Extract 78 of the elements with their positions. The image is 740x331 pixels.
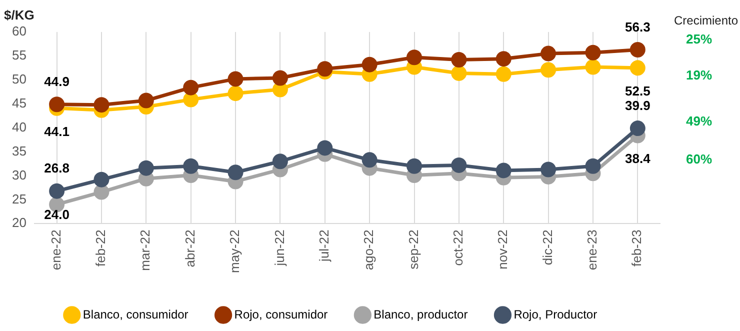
- legend-label: Blanco, productor: [374, 307, 468, 322]
- point: [94, 97, 110, 113]
- point: [228, 71, 244, 87]
- x-tick-label: dic-22: [540, 230, 555, 266]
- text: 60%: [686, 152, 712, 167]
- data-label: 52.5: [625, 84, 650, 99]
- point: [630, 60, 646, 76]
- y-tick-label: 60: [12, 24, 26, 39]
- point: [585, 59, 601, 75]
- y-tick-label: 50: [12, 71, 26, 86]
- point: [49, 183, 65, 199]
- point: [406, 158, 422, 174]
- text: 25%: [686, 32, 712, 47]
- point: [496, 162, 512, 178]
- data-label: 39.9: [625, 98, 650, 113]
- point: [362, 152, 378, 168]
- point: [585, 158, 601, 174]
- x-tick-label: jul-22: [316, 230, 332, 262]
- data-label: 38.4: [625, 151, 652, 166]
- point: [451, 157, 467, 173]
- point: [317, 140, 333, 156]
- point: [406, 50, 422, 66]
- text: 49%: [686, 114, 712, 129]
- y-tick-label: 30: [12, 167, 26, 182]
- y-tick-label: 45: [12, 95, 26, 110]
- point: [362, 56, 378, 72]
- point: [540, 162, 556, 178]
- point: [228, 164, 244, 180]
- point: [451, 65, 467, 81]
- point: [272, 70, 288, 86]
- point: [630, 42, 646, 58]
- y-tick-label: 40: [12, 119, 26, 134]
- x-tick-label: feb-23: [629, 230, 644, 267]
- x-tick-label: abr-22: [182, 230, 198, 268]
- point: [228, 86, 244, 102]
- x-tick-label: jun-22: [272, 230, 287, 267]
- point: [451, 52, 467, 68]
- point: [585, 44, 601, 60]
- x-tick-label: nov-22: [495, 230, 510, 270]
- legend-label: Rojo, consumidor: [234, 307, 328, 322]
- y-tick-label: 20: [12, 215, 26, 230]
- legend-label: Rojo, Productor: [514, 307, 598, 322]
- point: [317, 61, 333, 77]
- data-label: 44.1: [44, 124, 70, 139]
- point: [540, 46, 556, 62]
- text: Crecimiento: [674, 13, 738, 28]
- data-label: 24.0: [44, 207, 70, 222]
- point: [272, 154, 288, 170]
- point: [496, 51, 512, 67]
- point: [49, 96, 65, 112]
- x-tick-label: oct-22: [450, 230, 466, 266]
- x-tick-label: may-22: [227, 230, 242, 274]
- point: [496, 66, 512, 82]
- point: [94, 184, 110, 200]
- x-tick-label: sep-22: [406, 230, 421, 270]
- x-tick-label: ene-23: [584, 230, 600, 270]
- data-label: 56.3: [625, 19, 650, 34]
- y-tick-label: 35: [12, 143, 26, 158]
- point: [94, 172, 110, 188]
- legend-label: Blanco, consumidor: [82, 307, 188, 322]
- text: 19%: [686, 68, 712, 83]
- point: [138, 92, 154, 108]
- point: [183, 92, 199, 108]
- y-tick-label: 55: [12, 48, 26, 63]
- y-axis-title: $/KG: [4, 8, 34, 23]
- point: [630, 120, 646, 136]
- point: [183, 158, 199, 174]
- point: [183, 80, 199, 96]
- y-tick-label: 25: [12, 191, 26, 206]
- point: [272, 82, 288, 98]
- point: [540, 62, 556, 78]
- data-label: 44.9: [44, 74, 70, 89]
- x-tick-label: ago-22: [361, 230, 376, 270]
- x-tick-label: mar-22: [138, 230, 153, 271]
- x-tick-label: ene-22: [48, 230, 64, 270]
- x-tick-label: feb-22: [93, 230, 108, 267]
- point: [138, 160, 154, 176]
- data-label: 26.8: [44, 160, 70, 176]
